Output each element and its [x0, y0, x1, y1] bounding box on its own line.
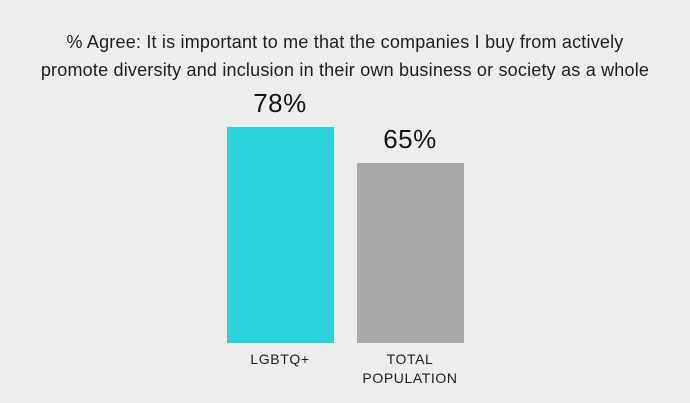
bar-group-lgbtq: 78% LGBTQ+ — [226, 88, 334, 367]
bar-category-label: LGBTQ+ — [250, 351, 310, 367]
bar-value-label: 78% — [253, 88, 307, 118]
chart-title: % Agree: It is important to me that the … — [40, 32, 650, 80]
bar-chart: 78% LGBTQ+ 65% TOTAL POPULATION — [0, 88, 690, 386]
bar-value-label: 65% — [383, 124, 437, 154]
bar-lgbtq — [226, 127, 334, 343]
bar-group-total-population: 65% TOTAL POPULATION — [356, 124, 464, 386]
bar-total-population — [356, 163, 464, 343]
bar-category-label: TOTAL POPULATION — [362, 351, 458, 386]
